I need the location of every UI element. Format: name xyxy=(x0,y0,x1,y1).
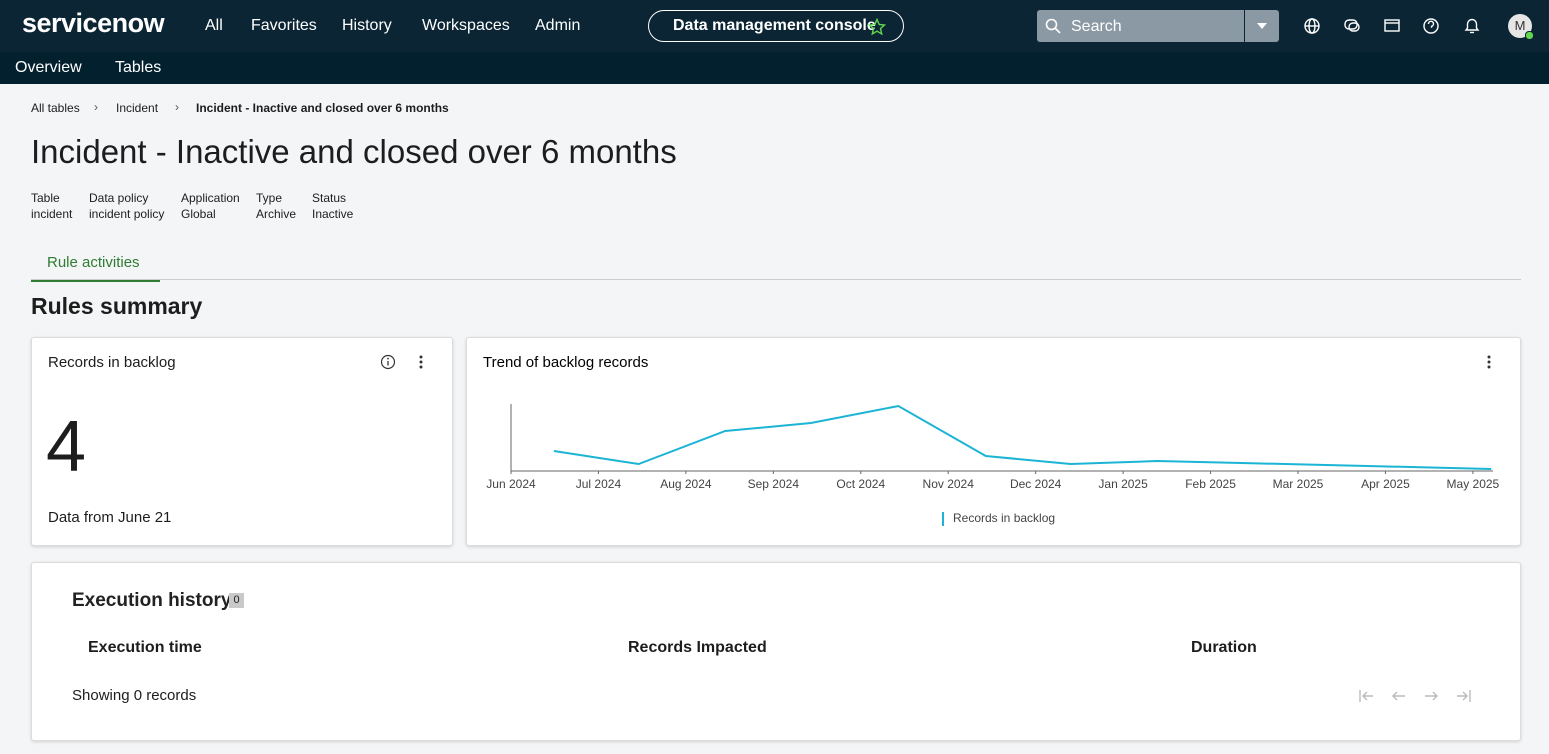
chart-title: Trend of backlog records xyxy=(483,354,648,371)
x-tick-label: Aug 2024 xyxy=(660,477,712,491)
last-page[interactable] xyxy=(1457,690,1471,702)
page-title: Incident - Inactive and closed over 6 mo… xyxy=(31,133,677,170)
meta-value: Archive xyxy=(256,207,297,221)
x-tick-label: Dec 2024 xyxy=(1010,477,1062,491)
meta-label: Table xyxy=(31,191,60,205)
meta-value: incident xyxy=(31,207,73,221)
header-icons xyxy=(1304,18,1480,34)
meta-value: Inactive xyxy=(312,207,354,221)
caret xyxy=(1257,23,1267,29)
count-badge: 0 xyxy=(229,593,244,608)
info-icon[interactable] xyxy=(380,354,396,370)
meta-label: Data policy xyxy=(89,191,149,205)
kpi-footnote: Data from June 21 xyxy=(48,509,172,526)
more-icon[interactable] xyxy=(1487,355,1491,369)
section-title: Rules summary xyxy=(31,293,203,319)
logo[interactable]: servicenow xyxy=(22,8,165,38)
legend-label: Records in backlog xyxy=(953,511,1055,525)
menu-item[interactable]: Admin xyxy=(535,17,581,34)
menu-item[interactable]: All xyxy=(205,17,223,34)
line-series xyxy=(553,404,1492,470)
menu-item[interactable]: Workspaces xyxy=(422,17,510,34)
meta-label: Type xyxy=(256,191,283,205)
card-icons xyxy=(380,354,423,370)
menu-item[interactable]: History xyxy=(342,17,392,34)
record-count: Showing 0 records xyxy=(72,687,197,704)
card-icon[interactable] xyxy=(1384,19,1400,32)
search-icon xyxy=(1045,18,1061,34)
menu-item[interactable]: Favorites xyxy=(251,17,317,34)
x-tick-label: Jul 2024 xyxy=(576,477,622,491)
search-box[interactable]: Search xyxy=(1037,10,1244,42)
execution-card: Execution history 0 Execution time Recor… xyxy=(31,562,1521,741)
x-tick-label: Nov 2024 xyxy=(923,477,975,491)
star-icon[interactable] xyxy=(868,18,886,36)
help-icon[interactable] xyxy=(1423,18,1439,34)
prev-page[interactable] xyxy=(1392,691,1405,701)
x-tick-label: Sep 2024 xyxy=(748,477,800,491)
breadcrumb-separator: › xyxy=(175,100,179,114)
breadcrumb-item[interactable]: Incident xyxy=(116,101,159,115)
column-header[interactable]: Duration xyxy=(1191,639,1257,656)
breadcrumb-item[interactable]: All tables xyxy=(31,101,80,115)
x-tick-label: May 2025 xyxy=(1447,477,1500,491)
sub-nav: Overview Tables xyxy=(0,52,1549,84)
meta-label: Application xyxy=(181,191,240,205)
column-header[interactable]: Execution time xyxy=(88,639,202,656)
app-title: Data management console xyxy=(673,17,876,34)
backlog-card: Records in backlog 4 Data from June 21 xyxy=(31,337,453,546)
x-tick-label: Oct 2024 xyxy=(836,477,885,491)
x-tick-label: Apr 2025 xyxy=(1361,477,1410,491)
more-icon[interactable] xyxy=(419,355,423,369)
section-heading: Execution history xyxy=(72,590,232,611)
trend-card: Trend of backlog records Jun 2024 Jul 202… xyxy=(466,337,1521,546)
meta-value: Global xyxy=(181,207,216,221)
first-page[interactable] xyxy=(1359,690,1373,702)
card-title: Records in backlog xyxy=(48,354,176,371)
app-pill[interactable]: Data management console xyxy=(648,10,904,42)
status-dot xyxy=(1525,31,1534,40)
x-tick-label: Jun 2024 xyxy=(486,477,536,491)
chart: Trend of backlog records Jun 2024 Jul 202… xyxy=(483,354,1500,526)
sub-nav-item[interactable]: Tables xyxy=(115,59,162,76)
meta-value: incident policy xyxy=(89,207,165,221)
x-tick-label: Mar 2025 xyxy=(1273,477,1324,491)
next-page[interactable] xyxy=(1425,691,1438,701)
breadcrumb-current: Incident - Inactive and closed over 6 mo… xyxy=(196,101,449,115)
sub-nav-item[interactable]: Overview xyxy=(15,59,82,76)
x-tick-label: Feb 2025 xyxy=(1185,477,1236,491)
search-placeholder: Search xyxy=(1071,18,1122,35)
kpi-value: 4 xyxy=(46,407,87,487)
tab[interactable]: Rule activities xyxy=(31,254,160,282)
top-bar: servicenow All Favorites History Workspa… xyxy=(0,0,1549,52)
chat-icon[interactable] xyxy=(1344,19,1358,30)
bell-icon[interactable] xyxy=(1464,18,1480,31)
breadcrumb-separator: › xyxy=(94,100,98,114)
column-header[interactable]: Records Impacted xyxy=(628,639,767,656)
pagination xyxy=(1359,690,1471,702)
meta-label: Status xyxy=(312,191,347,205)
tab-divider xyxy=(31,279,1521,280)
search-dropdown[interactable] xyxy=(1245,10,1279,42)
tab-label: Rule activities xyxy=(47,254,140,271)
x-tick-label: Jan 2025 xyxy=(1098,477,1148,491)
